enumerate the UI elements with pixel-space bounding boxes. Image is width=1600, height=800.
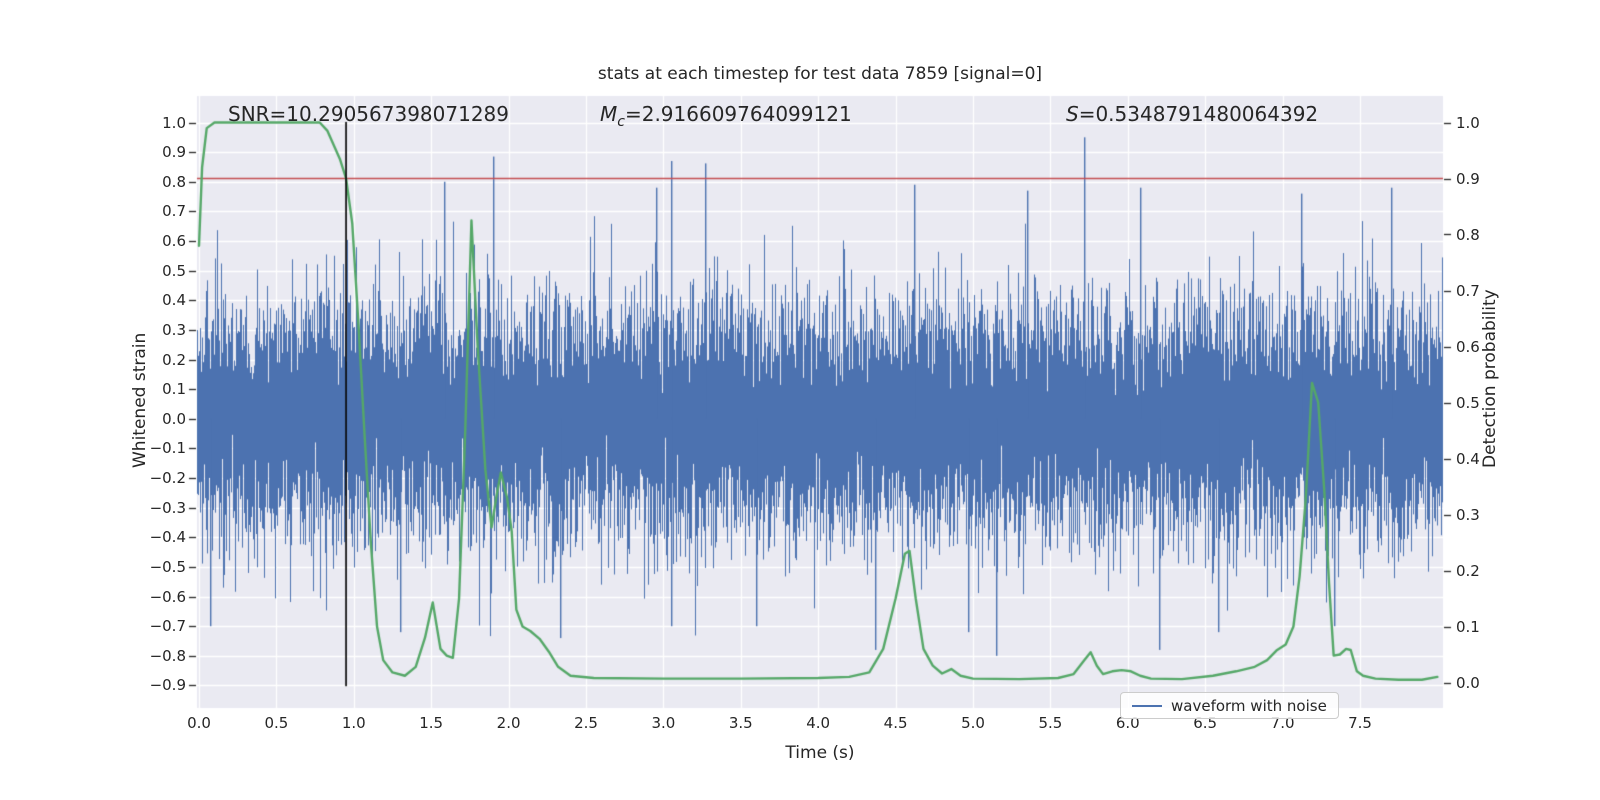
y-tick-label-right: 0.4 (1456, 449, 1480, 468)
x-tick-label: 5.5 (1038, 714, 1063, 732)
y-tick-label-left: −0.2 (149, 469, 186, 488)
y-tick-label-right: 0.1 (1456, 617, 1480, 636)
y-tick-label-left: 0.2 (162, 350, 186, 369)
annotation-chirp-mass: Mc=2.916609764099121 (600, 102, 852, 130)
y-tick-label-left: 0.6 (162, 232, 186, 251)
x-tick-label: 3.0 (651, 714, 676, 732)
x-tick-label: 4.5 (883, 714, 908, 732)
y-tick-label-left: −0.9 (149, 676, 186, 695)
x-tick-label: 2.5 (574, 714, 598, 732)
x-tick-label: 3.5 (728, 714, 753, 732)
x-axis-label: Time (s) (785, 743, 855, 763)
y-tick-label-right: 0.8 (1456, 225, 1480, 244)
y-tick-label-right: 0.6 (1456, 337, 1480, 356)
x-tick-label: 7.5 (1348, 714, 1372, 732)
x-tick-label: 5.0 (961, 714, 985, 732)
chirp-mass-value: =2.916609764099121 (624, 102, 852, 126)
chirp-mass-subscript: c (617, 114, 625, 130)
y-tick-label-right: 0.2 (1456, 561, 1480, 580)
stat-symbol: S (1066, 102, 1079, 126)
legend: waveform with noise (1120, 692, 1339, 719)
y-tick-label-left: 0.7 (162, 202, 186, 221)
y-tick-label-right: 0.9 (1456, 169, 1480, 188)
x-tick-label: 1.0 (341, 714, 366, 732)
x-tick-label: 0.5 (264, 714, 289, 732)
y-tick-label-left: −0.3 (149, 498, 186, 517)
y-tick-label-left: 0.5 (162, 261, 186, 280)
y-tick-label-right: 0.7 (1456, 281, 1480, 300)
y-tick-label-left: −0.8 (149, 646, 186, 665)
y-tick-label-left: 0.4 (162, 291, 186, 310)
y-tick-label-right: 1.0 (1456, 113, 1480, 132)
y-tick-label-left: −0.4 (149, 528, 186, 547)
y-tick-label-left: 0.8 (162, 172, 186, 191)
y-tick-label-left: 0.9 (162, 143, 186, 162)
x-tick-label: 2.0 (496, 714, 521, 732)
x-tick-label: 1.5 (419, 714, 444, 732)
legend-label: waveform with noise (1171, 696, 1327, 715)
stat-value: =0.5348791480064392 (1078, 102, 1319, 126)
annotation-snr-text: SNR=10.290567398071289 (228, 102, 509, 126)
y-tick-label-right: 0.3 (1456, 505, 1480, 524)
y-tick-label-right: 0.0 (1456, 673, 1480, 692)
y-tick-label-left: −0.5 (149, 557, 186, 576)
x-tick-label: 0.0 (187, 714, 211, 732)
legend-line-sample (1132, 704, 1162, 707)
y-tick-label-left: 0.3 (162, 320, 186, 339)
annotation-stat: S=0.5348791480064392 (1066, 102, 1318, 126)
y-tick-label-right: 0.5 (1456, 393, 1480, 412)
figure-title: stats at each timestep for test data 785… (597, 64, 1043, 84)
y-tick-label-left: −0.6 (149, 587, 186, 606)
annotation-snr: SNR=10.290567398071289 (228, 102, 509, 126)
chirp-mass-symbol: M (600, 102, 618, 126)
y-tick-label-left: −0.1 (149, 439, 186, 458)
y-tick-label-left: 0.0 (162, 409, 186, 428)
y-tick-label-left: 0.1 (162, 380, 186, 399)
x-tick-label: 4.0 (806, 714, 831, 732)
y-tick-label-left: 1.0 (162, 113, 186, 132)
y-tick-label-left: −0.7 (149, 617, 186, 636)
